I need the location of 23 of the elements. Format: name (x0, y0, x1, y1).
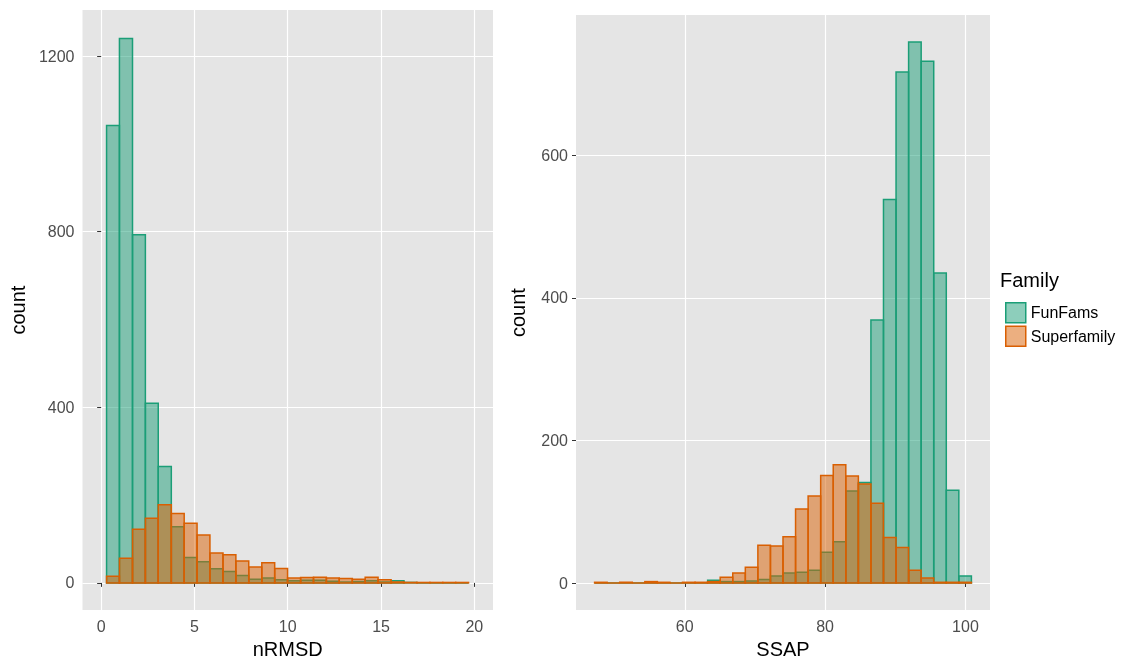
x-tick-label: 5 (190, 617, 199, 635)
y-tick-label: 800 (47, 223, 75, 241)
x-axis-title: nRMSD (252, 638, 323, 660)
x-tick-label: 80 (816, 617, 835, 635)
y-tick-label: 0 (65, 574, 75, 592)
legend-label: Superfamily (1030, 327, 1116, 345)
y-tick-label: 1200 (38, 47, 75, 65)
y-tick-label: 200 (541, 431, 569, 449)
legend-title: Family (1000, 269, 1059, 291)
y-tick-label: 600 (541, 146, 569, 164)
x-tick-label: 15 (372, 617, 391, 635)
y-axis-title: count (7, 285, 29, 335)
x-tick-label: 0 (96, 617, 106, 635)
y-tick-label: 400 (47, 398, 75, 416)
x-tick-label: 60 (675, 617, 694, 635)
x-axis-title: SSAP (756, 638, 810, 660)
y-axis-title: count (507, 287, 529, 338)
x-tick-label: 100 (952, 617, 979, 635)
y-tick-label: 0 (559, 574, 569, 592)
x-tick-label: 10 (278, 617, 297, 635)
x-tick-label: 20 (465, 617, 484, 635)
y-tick-label: 400 (541, 289, 569, 307)
legend-label: FunFams (1030, 304, 1099, 322)
